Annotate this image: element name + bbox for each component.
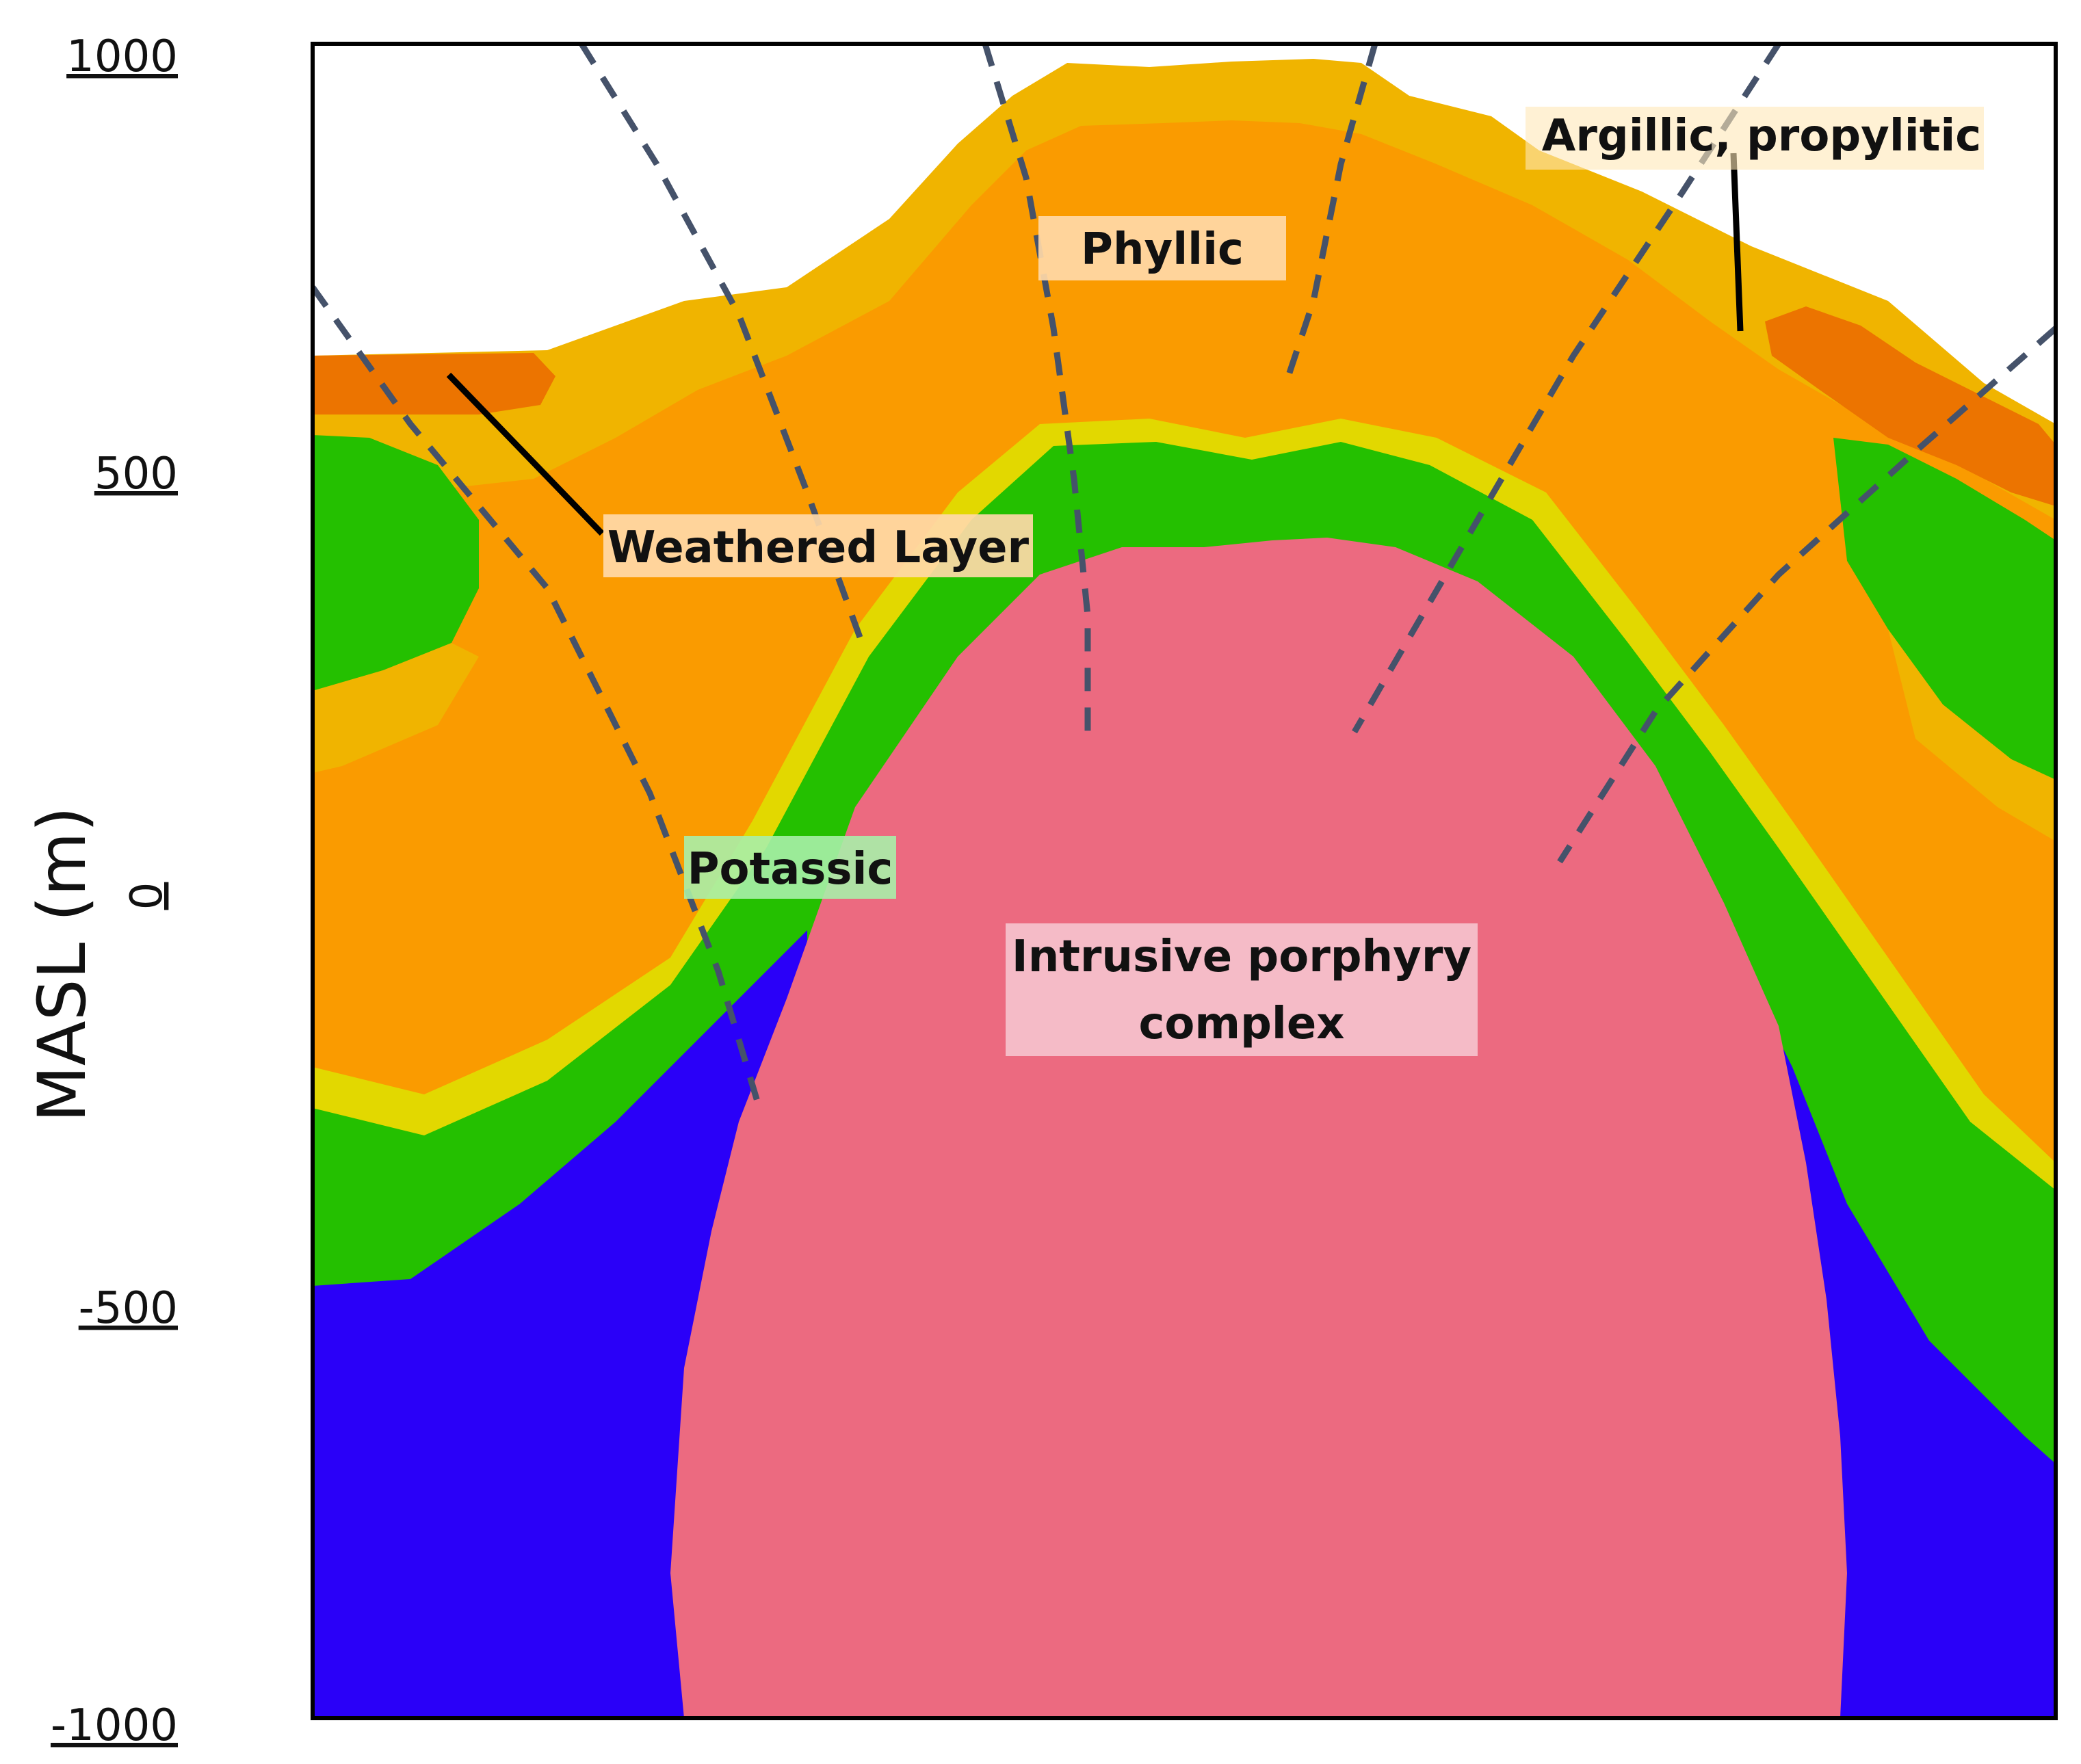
left-lobe-rim <box>313 643 479 773</box>
y-axis-title: MASL (m) <box>24 806 101 1122</box>
fault-line-4 <box>1283 44 1378 384</box>
label-weathered-layer: Weathered Layer <box>607 523 1030 573</box>
plot-area <box>313 44 2056 1718</box>
argillic-label-bg <box>1526 107 1984 170</box>
tick-label-500: 500 <box>94 449 178 499</box>
argillic-patch-right <box>1765 306 2056 506</box>
tick-label-1000: 1000 <box>66 31 178 82</box>
argillic-patch-left <box>313 353 555 414</box>
tick-label-0: 0 <box>122 882 172 910</box>
fault-line-3 <box>982 44 1091 739</box>
label-potassic: Potassic <box>688 844 893 895</box>
label-intrusive-line-2: complex <box>1138 999 1344 1049</box>
green-lobe-right <box>1833 438 2056 780</box>
weathered-layer-leader <box>446 372 605 536</box>
plot-frame <box>311 42 2058 1720</box>
intrusive-label-bg <box>1006 923 1478 1056</box>
tick-label-minus-500: -500 <box>79 1283 178 1334</box>
intrusive-complex <box>670 538 1847 1718</box>
phyllic-label-bg <box>1038 216 1286 280</box>
argillic-leader <box>1730 153 1744 332</box>
label-intrusive-line-1: Intrusive porphyry <box>1012 932 1471 982</box>
weathered-label-bg <box>603 514 1033 577</box>
fault-line-6 <box>1557 326 2056 864</box>
fault-line-1 <box>313 285 763 1109</box>
potassic-label-bg <box>684 836 896 899</box>
label-phyllic: Phyllic <box>1081 224 1244 275</box>
fault-line-5 <box>1352 44 1781 734</box>
right-lobe-rim <box>1888 629 2056 841</box>
tick-label-minus-1000: -1000 <box>51 1700 178 1751</box>
label-argillic-propylitic: Argillic, propylitic <box>1542 111 1981 161</box>
green-lobe-left <box>313 435 479 691</box>
